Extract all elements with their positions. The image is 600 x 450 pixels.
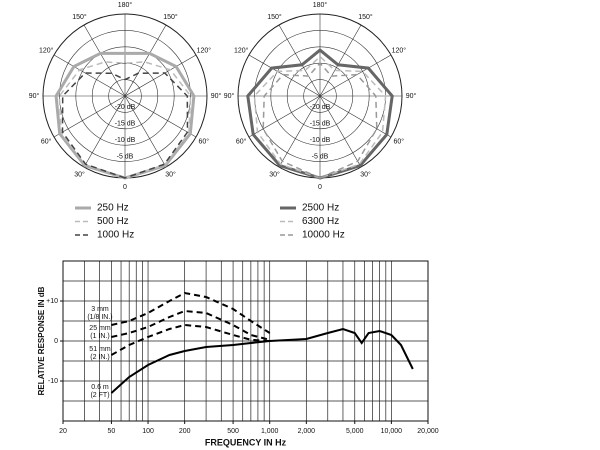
angle-label: 90° <box>211 92 222 100</box>
x-tick-label: 50 <box>108 428 116 435</box>
curve-label-note: (1/8 IN.) <box>87 314 112 321</box>
x-tick-label: 20,000 <box>417 428 439 435</box>
spoke <box>124 24 167 97</box>
spoke <box>124 95 167 168</box>
x-tick-label: 1,000 <box>261 428 279 435</box>
polar-line <box>246 48 394 180</box>
response-line <box>111 291 271 334</box>
angle-label: 150° <box>163 13 178 21</box>
y-tick-label: +10 <box>46 298 58 305</box>
x-tick-label: 2,000 <box>298 428 316 435</box>
angle-label: 120° <box>234 46 249 54</box>
curve-label: 51 mm <box>89 346 111 353</box>
legend-label: 6300 Hz <box>302 216 339 227</box>
angle-label: 30° <box>165 171 176 179</box>
x-tick-label: 10,000 <box>381 428 403 435</box>
legend-label: 1000 Hz <box>97 230 134 241</box>
x-axis-title: FREQUENCY IN Hz <box>205 437 287 447</box>
ring-label: -20 dB <box>115 104 136 111</box>
curve-label-note: (1 IN.) <box>90 333 109 340</box>
x-tick-label: 100 <box>142 428 154 435</box>
polar-line <box>61 72 189 179</box>
spoke <box>278 24 321 97</box>
angle-label: 180° <box>118 1 133 9</box>
y-tick-label: -10 <box>48 378 58 385</box>
spoke <box>53 95 126 138</box>
angle-label: 180° <box>313 1 328 9</box>
spoke <box>83 24 126 97</box>
response-line <box>110 323 270 356</box>
legend-label: 500 Hz <box>97 216 129 227</box>
angle-label: 120° <box>39 46 54 54</box>
angle-label: 30° <box>74 171 85 179</box>
angle-label: 150° <box>267 13 282 21</box>
response-line <box>111 309 270 341</box>
ring-label: -5 dB <box>312 153 329 160</box>
y-tick-label: 0 <box>54 338 58 345</box>
ring-label: -20 dB <box>310 104 331 111</box>
response-line <box>110 327 414 394</box>
angle-label: 30° <box>360 171 371 179</box>
x-tick-label: 5,000 <box>346 428 364 435</box>
legend-label: 2500 Hz <box>302 203 339 214</box>
ring <box>91 62 159 130</box>
ring-label: -5 dB <box>117 153 134 160</box>
spoke <box>124 54 197 97</box>
polar-line <box>253 55 387 179</box>
ring-label: -15 dB <box>115 121 136 128</box>
ring <box>270 46 370 146</box>
legend-label: 250 Hz <box>97 203 129 214</box>
angle-label: 120° <box>392 46 407 54</box>
angle-label: 90° <box>406 92 417 100</box>
spoke <box>278 95 321 168</box>
angle-label: 0 <box>123 184 127 191</box>
spoke <box>83 95 126 168</box>
angle-label: 60° <box>41 137 52 145</box>
curve-label-note: (2 IN.) <box>90 354 109 361</box>
x-tick-label: 200 <box>179 428 191 435</box>
ring <box>59 30 191 162</box>
angle-label: 150° <box>358 13 373 21</box>
curve-label: 3 mm <box>91 306 109 313</box>
y-axis-title: RELATIVE RESPONSE IN dB <box>37 286 46 395</box>
curve-label: 0.6 m <box>91 384 109 391</box>
ring-label: -15 dB <box>310 121 331 128</box>
ring <box>303 79 337 113</box>
spoke <box>319 95 362 168</box>
angle-label: 60° <box>199 137 210 145</box>
curve-label-note: (2 FT) <box>90 392 109 399</box>
legend-label: 10000 Hz <box>302 230 345 241</box>
angle-label: 60° <box>394 137 405 145</box>
angle-label: 90° <box>224 92 235 100</box>
spoke <box>53 54 126 97</box>
angle-label: 0 <box>318 184 322 191</box>
ring <box>75 46 175 146</box>
x-tick-label: 500 <box>227 428 239 435</box>
angle-label: 150° <box>72 13 87 21</box>
spoke <box>124 95 197 138</box>
angle-label: 120° <box>197 46 212 54</box>
x-tick-label: 20 <box>59 428 67 435</box>
ring-label: -10 dB <box>310 137 331 144</box>
polar-line <box>262 62 378 179</box>
curve-label: 25 mm <box>89 325 111 332</box>
angle-label: 30° <box>269 171 280 179</box>
polar-line <box>58 61 192 179</box>
spoke <box>248 95 321 138</box>
spoke <box>319 95 392 138</box>
angle-label: 60° <box>236 137 247 145</box>
spoke <box>319 24 362 97</box>
polar-line <box>54 51 196 180</box>
angle-label: 90° <box>29 92 40 100</box>
ring-label: -10 dB <box>115 137 136 144</box>
